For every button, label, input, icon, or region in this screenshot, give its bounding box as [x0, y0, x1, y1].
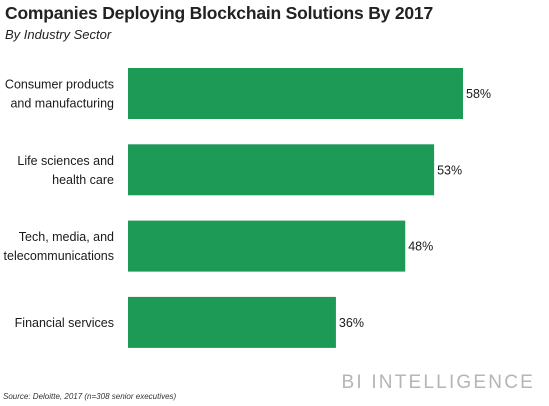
brand-watermark: BI INTELLIGENCE [341, 372, 535, 393]
data-label: 36% [339, 316, 364, 330]
category-label: Financial services [15, 316, 114, 330]
bar [128, 144, 435, 196]
bar [128, 296, 336, 348]
category-label: Consumer products [5, 78, 114, 92]
category-label: telecommunications [4, 249, 114, 263]
data-label: 48% [408, 240, 433, 254]
source-note: Source: Deloitte, 2017 (n=308 senior exe… [3, 392, 177, 401]
data-label: 58% [466, 87, 491, 101]
category-label: Tech, media, and [19, 230, 114, 244]
bar [128, 220, 406, 272]
category-label: Life sciences and [17, 154, 114, 168]
category-label: and manufacturing [10, 97, 114, 111]
chart-title: Companies Deploying Blockchain Solutions… [5, 3, 434, 23]
category-label: health care [52, 173, 114, 187]
bar [128, 68, 463, 119]
data-label: 53% [437, 163, 462, 177]
chart-subtitle: By Industry Sector [5, 27, 112, 42]
